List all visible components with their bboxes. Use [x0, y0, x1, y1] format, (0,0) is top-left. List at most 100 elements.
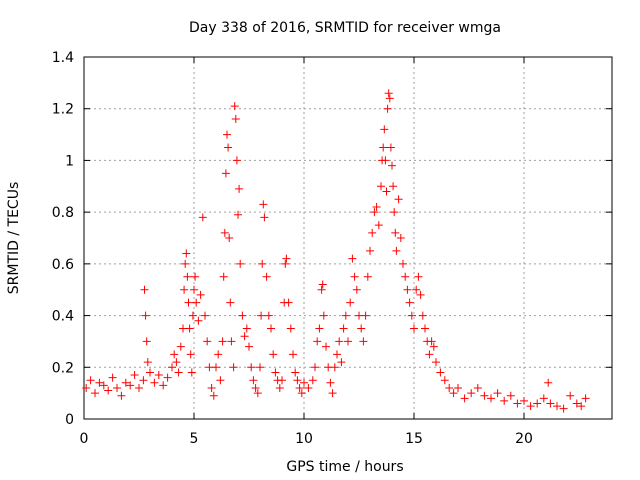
- data-points: [82, 89, 590, 413]
- data-point: [260, 213, 269, 222]
- data-point: [95, 378, 104, 387]
- data-point: [121, 378, 130, 387]
- data-point: [390, 208, 399, 217]
- data-point: [526, 402, 535, 411]
- data-point: [293, 376, 302, 385]
- data-point: [366, 246, 374, 255]
- data-point: [275, 383, 284, 392]
- data-point: [291, 368, 300, 377]
- data-point: [183, 272, 192, 281]
- data-point: [172, 358, 181, 367]
- data-point: [108, 373, 117, 382]
- data-point: [99, 381, 108, 390]
- data-point: [546, 399, 555, 408]
- data-point: [126, 381, 135, 390]
- data-point: [513, 399, 522, 408]
- data-point: [405, 298, 414, 307]
- data-point: [473, 383, 482, 392]
- data-point: [238, 311, 247, 320]
- data-point: [190, 285, 198, 294]
- data-point: [163, 373, 172, 382]
- data-point: [335, 337, 344, 346]
- data-point: [282, 254, 291, 263]
- data-point: [203, 337, 212, 346]
- data-point: [281, 259, 290, 268]
- data-point: [467, 389, 476, 398]
- data-point: [146, 368, 154, 377]
- data-point: [184, 298, 193, 307]
- data-point: [412, 285, 421, 294]
- data-point: [337, 358, 346, 367]
- data-point: [259, 200, 268, 209]
- data-point: [154, 371, 163, 380]
- data-point: [330, 363, 339, 372]
- x-tick-label: 15: [405, 431, 423, 447]
- data-point: [219, 272, 228, 281]
- data-point: [257, 311, 266, 320]
- data-point: [286, 324, 295, 333]
- data-point: [480, 391, 489, 400]
- data-point: [295, 383, 304, 392]
- data-point: [315, 324, 324, 333]
- data-point: [445, 383, 454, 392]
- y-tick-label: 0: [65, 412, 74, 428]
- data-point: [427, 337, 436, 346]
- data-point: [284, 298, 293, 307]
- data-point: [194, 316, 203, 325]
- data-point: [500, 396, 509, 405]
- grid: [84, 57, 612, 419]
- data-point: [168, 363, 176, 372]
- data-point: [533, 399, 542, 408]
- data-point: [232, 156, 241, 165]
- data-point: [401, 272, 410, 281]
- data-point: [384, 89, 393, 98]
- data-point: [234, 210, 242, 219]
- data-point: [407, 311, 416, 320]
- axis-ticks: 0 0.2 0.4 0.6 0.8 1 1.2 1.4 0 5 10 15 20: [52, 50, 612, 447]
- data-point: [91, 389, 99, 398]
- data-point: [520, 396, 528, 405]
- data-point: [192, 298, 201, 307]
- data-point: [256, 363, 264, 372]
- data-point: [278, 376, 286, 385]
- data-point: [425, 350, 434, 359]
- data-point: [493, 389, 502, 398]
- y-tick-label: 0.2: [52, 360, 74, 376]
- data-point: [322, 342, 330, 351]
- data-point: [313, 337, 322, 346]
- data-point: [170, 350, 179, 359]
- y-tick-label: 0.4: [52, 309, 74, 325]
- data-point: [506, 391, 515, 400]
- data-point: [328, 389, 337, 398]
- data-point: [159, 381, 168, 390]
- data-point: [440, 376, 449, 385]
- data-point: [311, 363, 319, 372]
- data-point: [220, 228, 229, 237]
- data-point: [357, 324, 366, 333]
- data-point: [139, 376, 148, 385]
- data-point: [350, 272, 359, 281]
- data-point: [352, 285, 361, 294]
- data-point: [214, 350, 223, 359]
- data-point: [113, 383, 121, 392]
- data-point: [216, 376, 225, 385]
- data-point: [386, 143, 395, 152]
- data-point: [454, 383, 462, 392]
- chart-title: Day 338 of 2016, SRMTID for receiver wmg…: [189, 20, 501, 36]
- data-point: [300, 378, 308, 387]
- data-point: [392, 246, 401, 255]
- data-point: [180, 285, 189, 294]
- data-point: [385, 94, 394, 103]
- data-point: [130, 371, 139, 380]
- data-point: [382, 187, 391, 196]
- x-axis-label: GPS time / hours: [286, 459, 403, 475]
- data-point: [262, 272, 271, 281]
- data-point: [226, 298, 235, 307]
- data-point: [225, 234, 234, 242]
- data-point: [394, 195, 403, 204]
- data-point: [344, 337, 352, 346]
- data-point: [432, 358, 440, 367]
- data-point: [141, 311, 150, 320]
- data-point: [271, 368, 280, 377]
- data-point: [229, 363, 238, 372]
